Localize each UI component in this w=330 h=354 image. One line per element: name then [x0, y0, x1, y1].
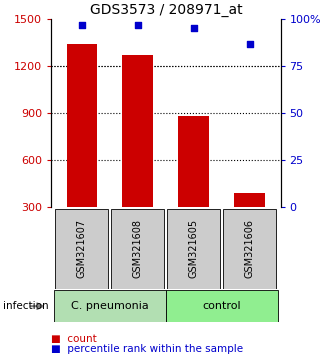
Bar: [179, 116, 209, 207]
Text: GSM321606: GSM321606: [245, 219, 255, 278]
Point: [79, 22, 84, 28]
Text: control: control: [202, 301, 241, 311]
Text: infection: infection: [3, 301, 49, 311]
Bar: [67, 45, 97, 207]
Bar: [122, 56, 153, 207]
Bar: [55, 209, 109, 289]
Point: [135, 22, 141, 28]
Bar: [54, 290, 166, 322]
Bar: [111, 209, 164, 289]
Bar: [234, 193, 265, 207]
Bar: [223, 209, 276, 289]
Text: ■  percentile rank within the sample: ■ percentile rank within the sample: [51, 344, 243, 354]
Text: GSM321605: GSM321605: [189, 219, 199, 278]
Bar: [167, 209, 220, 289]
Text: GSM321607: GSM321607: [77, 219, 87, 278]
Text: GSM321608: GSM321608: [133, 219, 143, 278]
Title: GDS3573 / 208971_at: GDS3573 / 208971_at: [89, 3, 242, 17]
Bar: [166, 290, 278, 322]
Point: [191, 25, 196, 31]
Text: ■  count: ■ count: [51, 334, 97, 344]
Text: C. pneumonia: C. pneumonia: [71, 301, 149, 311]
Point: [247, 41, 252, 47]
